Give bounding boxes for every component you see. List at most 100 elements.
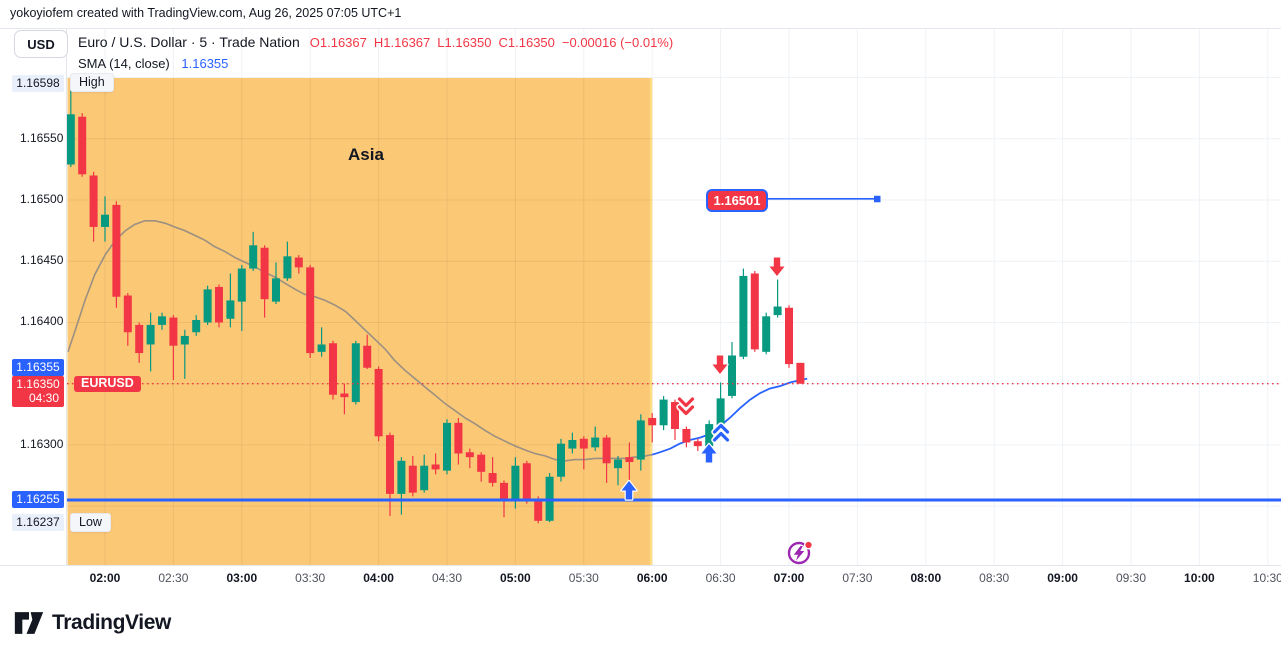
time-tick-label: 08:30: [979, 571, 1010, 585]
last-price-value: 1.16350: [16, 377, 60, 391]
time-tick-label: 05:30: [568, 571, 599, 585]
candle-body: [773, 306, 782, 316]
candle-body: [260, 247, 269, 300]
candle-body: [511, 465, 520, 499]
time-tick-label: 07:30: [842, 571, 873, 585]
symbol-logo[interactable]: USD: [14, 30, 68, 58]
candle-body: [237, 268, 246, 302]
candle-body: [671, 402, 679, 429]
watermark-text: yokoyiofem created with TradingView.com,…: [10, 6, 402, 20]
bar-countdown: 04:30: [28, 391, 59, 405]
symbol-title[interactable]: Euro / U.S. Dollar · 5 · Trade Nation: [78, 34, 300, 50]
candle-body: [443, 422, 451, 471]
candle-body: [488, 473, 497, 483]
low-tag-chip: Low: [70, 513, 111, 532]
ohlc-token: C1.16350: [498, 35, 555, 50]
candle-body: [226, 300, 235, 319]
time-tick-label: 05:00: [500, 571, 531, 585]
double-arrow-up-icon[interactable]: [711, 422, 731, 444]
time-tick-label: 04:00: [363, 571, 394, 585]
high-tag-chip: High: [70, 73, 114, 92]
high-price-axis-label: 1.16598: [12, 75, 64, 92]
sma-legend-label[interactable]: SMA (14, close): [78, 56, 170, 71]
candle-body: [203, 289, 212, 323]
candle-body: [89, 175, 98, 227]
last-price-axis-badge: 1.16350 04:30: [12, 376, 64, 407]
candle-body: [762, 316, 771, 352]
time-tick-label: 04:30: [431, 571, 463, 585]
candle-body: [180, 335, 189, 345]
candle-body: [101, 214, 109, 227]
ohlc-token: O1.16367: [309, 35, 367, 50]
low-price-axis-label: 1.16237: [12, 514, 64, 531]
tradingview-logo-text: TradingView: [52, 611, 171, 634]
candle-body: [728, 355, 736, 396]
sma-line[interactable]: [651, 377, 808, 456]
candle-body: [693, 441, 702, 447]
candle-body: [785, 307, 793, 365]
candle-body: [705, 424, 714, 447]
price-tick-label: 1.16300: [20, 436, 64, 451]
candle-body: [602, 437, 611, 464]
time-tick-label: 03:30: [295, 571, 326, 585]
hline-axis-badge: 1.16255: [12, 491, 64, 508]
candle-body: [500, 482, 508, 501]
candle-body: [568, 440, 577, 449]
legend-row-symbol: Euro / U.S. Dollar · 5 · Trade Nation O1…: [78, 34, 673, 50]
candle-body: [408, 465, 417, 493]
candle-body: [454, 422, 463, 454]
candle-body: [682, 428, 691, 443]
time-tick-label: 03:00: [226, 571, 258, 585]
session-edge: [649, 78, 653, 565]
tradingview-mark-icon: [14, 612, 44, 634]
candle-body: [317, 344, 326, 352]
session-label-asia[interactable]: Asia: [348, 145, 384, 164]
time-tick-label: 09:30: [1115, 571, 1147, 585]
candle-body: [249, 245, 258, 269]
ohlc-token: −0.00016 (−0.01%): [561, 35, 674, 50]
candle-body: [283, 256, 292, 279]
arrow-up-icon[interactable]: [620, 479, 638, 501]
candle-body: [363, 345, 372, 368]
candle-body: [329, 343, 337, 395]
price-axis-border: [66, 29, 67, 565]
flash-circle: [787, 541, 811, 565]
legend-row-sma: SMA (14, close) 1.16355: [78, 56, 228, 71]
time-tick-label: 02:30: [158, 571, 189, 585]
candle-body: [477, 454, 486, 472]
candle-body: [625, 457, 634, 463]
time-tick-label: 10:00: [1184, 571, 1215, 585]
candle-body: [648, 417, 657, 426]
arrow-down-icon[interactable]: [711, 354, 729, 376]
ohlc-token: L1.16350: [437, 35, 492, 50]
ohlc-token: H1.16367: [373, 35, 431, 50]
candle-body: [169, 317, 178, 346]
arrow-up-icon[interactable]: [700, 442, 718, 464]
candle-body: [340, 393, 349, 398]
candle-body: [636, 420, 645, 460]
candle-body: [522, 463, 531, 499]
ohlc-values: O1.16367 H1.16367 L1.16350 C1.16350 −0.00016…: [310, 35, 673, 50]
time-axis-border: [0, 565, 1281, 566]
candle-body: [192, 320, 201, 333]
price-tick-label: 1.16550: [20, 130, 64, 145]
time-tick-label: 02:00: [89, 571, 121, 585]
time-tick-label: 10:30: [1252, 571, 1281, 585]
price-callout-label[interactable]: 1.16501: [706, 189, 768, 212]
ray-drag-handle[interactable]: [874, 195, 881, 203]
price-tick-label: 1.16400: [20, 314, 64, 329]
flash-circle-icon[interactable]: [785, 537, 815, 567]
candle-body: [158, 316, 166, 325]
double-arrow-down-icon[interactable]: [676, 395, 696, 417]
candle-body: [557, 443, 565, 477]
candle-body: [112, 204, 121, 297]
arrow-down-icon[interactable]: [768, 256, 786, 278]
price-tick-label: 1.16500: [20, 192, 64, 206]
tradingview-logo[interactable]: TradingView: [14, 610, 171, 636]
candle-body: [146, 324, 155, 345]
candle-body: [739, 275, 748, 357]
candle-body: [306, 267, 315, 354]
session-grid: [67, 78, 653, 565]
candle-body: [716, 398, 725, 426]
